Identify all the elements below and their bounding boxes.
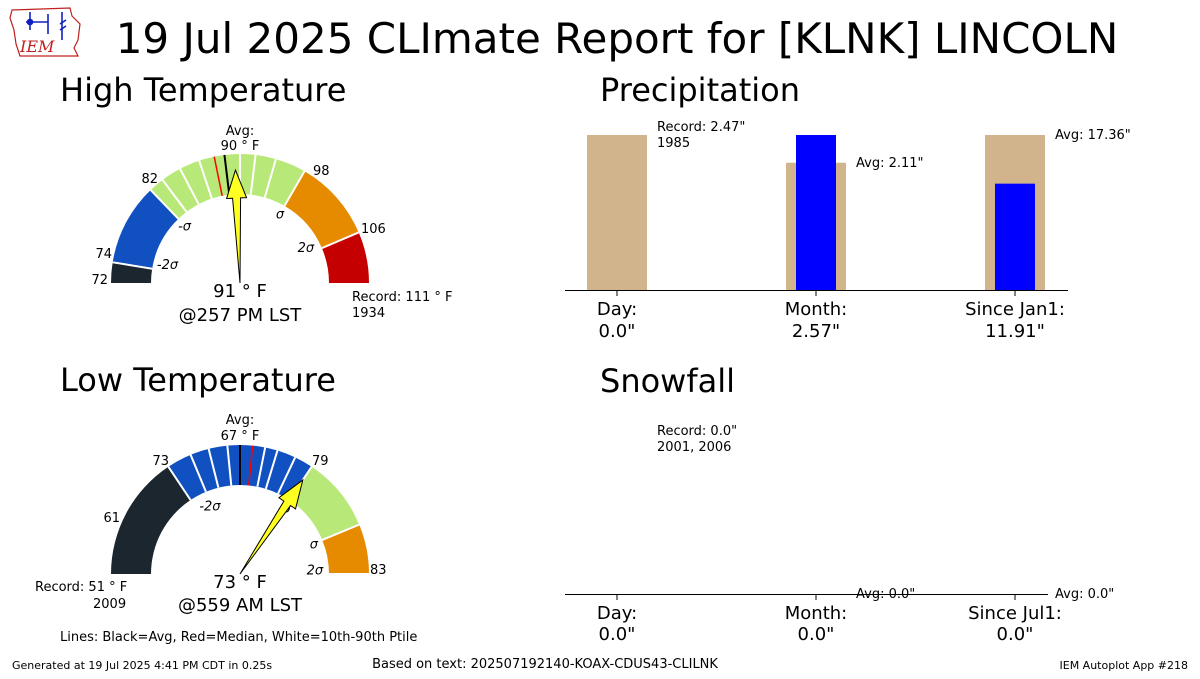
record-annotation: Record: 0.0"	[657, 424, 737, 439]
threshold-label: 73	[152, 454, 169, 469]
category-value: 0.0"	[599, 321, 636, 342]
panel-title: High Temperature	[60, 71, 346, 109]
category-label: Month:	[785, 299, 847, 320]
category-label: Day:	[597, 603, 637, 624]
generated-timestamp: Generated at 19 Jul 2025 4:41 PM CDT in …	[12, 659, 272, 672]
observed-needle	[225, 168, 248, 284]
category-value: 0.0"	[997, 624, 1034, 645]
sigma-label: 2σ	[298, 241, 315, 256]
percentile-line	[179, 168, 200, 205]
percentile-line	[249, 154, 257, 195]
sigma-label: -2σ	[157, 258, 179, 273]
percentile-line	[263, 158, 277, 198]
category-value: 11.91"	[985, 321, 1045, 342]
category-value: 0.0"	[599, 624, 636, 645]
threshold-label: 79	[312, 454, 329, 469]
panel-title: Precipitation	[600, 71, 800, 109]
record-annotation: Record: 2.47"	[657, 120, 745, 135]
record-year: 2009	[93, 597, 126, 612]
avg-annotation: Avg: 2.11"	[856, 156, 924, 171]
category-value: 0.0"	[798, 624, 835, 645]
percentile-line	[256, 447, 267, 487]
observed-time: @257 PM LST	[179, 305, 303, 326]
panel-title: Snowfall	[600, 362, 735, 400]
category-label: Since Jan1:	[965, 299, 1065, 320]
band-divider	[321, 231, 360, 250]
band-divider	[321, 523, 360, 541]
record-year-annotation: 2001, 2006	[657, 440, 731, 455]
percentile-line	[207, 448, 220, 488]
avg-bar	[587, 135, 647, 290]
app-id: IEM Autoplot App #218	[1060, 659, 1189, 672]
sigma-label: -σ	[178, 219, 192, 234]
percentile-line	[198, 160, 213, 199]
median-line	[213, 156, 223, 196]
source-text: Based on text: 202507192140-KOAX-CDUS43-…	[372, 657, 718, 672]
band-above-sigma	[322, 524, 369, 574]
percentile-line	[264, 450, 279, 490]
sigma-label: -2σ	[199, 499, 221, 514]
band-divider	[283, 170, 306, 207]
observed-time: @559 AM LST	[178, 595, 303, 616]
avg-label-top: Avg:	[226, 124, 254, 139]
threshold-label: 82	[141, 172, 158, 187]
band-below-sigma	[112, 189, 179, 269]
percentile-line	[277, 456, 297, 494]
weather-station-icon	[26, 12, 67, 40]
band-divider	[167, 466, 192, 501]
threshold-label: 61	[103, 511, 120, 526]
observed-value: 91 ° F	[213, 281, 267, 302]
iem-logo-text: IEM	[19, 37, 55, 56]
high-temperature-gauge: 72 74 82 98 106 -2σ -σ σ 2σ	[91, 154, 386, 288]
sigma-label: σ	[310, 537, 319, 552]
threshold-label: 74	[95, 247, 112, 262]
category-label: Since Jul1:	[968, 603, 1062, 624]
observed-needle	[239, 478, 304, 575]
observed-value: 73 ° F	[213, 572, 267, 593]
band-normal	[289, 466, 360, 540]
percentile-line	[161, 179, 188, 213]
avg-label-top: Avg:	[226, 413, 254, 428]
category-label: Month:	[785, 603, 847, 624]
avg-line	[223, 154, 231, 195]
snowfall-panel: Snowfall Day: 0.0" Month: 0.0" Since Jul…	[565, 362, 1114, 645]
precipitation-panel: Precipitation Day: 0.0" Month: 2.57" Sin…	[565, 71, 1131, 342]
category-value: 2.57"	[792, 321, 840, 342]
avg-label-value: 67 ° F	[221, 429, 260, 444]
observed-bar	[995, 183, 1035, 290]
median-line	[247, 445, 254, 486]
legend-note: Lines: Black=Avg, Red=Median, White=10th…	[60, 630, 417, 645]
precipitation-bars	[587, 135, 1045, 290]
avg-annotation: Avg: 17.36"	[1055, 128, 1131, 143]
record-year: 1934	[352, 306, 385, 321]
band-above-sigma	[284, 171, 359, 249]
panel-title: Low Temperature	[60, 361, 336, 399]
threshold-label: 98	[313, 164, 330, 179]
sigma-label: 2σ	[307, 564, 324, 579]
band-above-2sigma	[321, 232, 369, 283]
sigma-label: σ	[276, 208, 285, 223]
record-label: Record: 111 ° F	[352, 290, 452, 305]
band-divider	[149, 189, 180, 220]
band-divider	[112, 261, 153, 270]
avg-label-value: 90 ° F	[221, 139, 260, 154]
avg-annotation: Avg: 0.0"	[856, 587, 915, 602]
threshold-label: 72	[91, 273, 108, 288]
record-label: Record: 51 ° F	[35, 580, 127, 595]
iem-logo: IEM	[9, 7, 81, 57]
threshold-label: 106	[361, 222, 386, 237]
avg-annotation: Avg: 0.0"	[1055, 587, 1114, 602]
threshold-label: 83	[370, 563, 387, 578]
band-below-2sigma	[111, 466, 191, 574]
percentile-line	[226, 445, 233, 486]
category-label: Day:	[597, 299, 637, 320]
record-year-annotation: 1985	[657, 136, 690, 151]
high-temperature-panel: High Temperature 72 74 82 98 106 -2σ -σ σ 2σ Avg…	[60, 71, 452, 326]
percentile-line	[189, 454, 207, 493]
page-title: 19 Jul 2025 CLImate Report for [KLNK] LI…	[116, 14, 1119, 63]
observed-bar	[796, 135, 836, 290]
